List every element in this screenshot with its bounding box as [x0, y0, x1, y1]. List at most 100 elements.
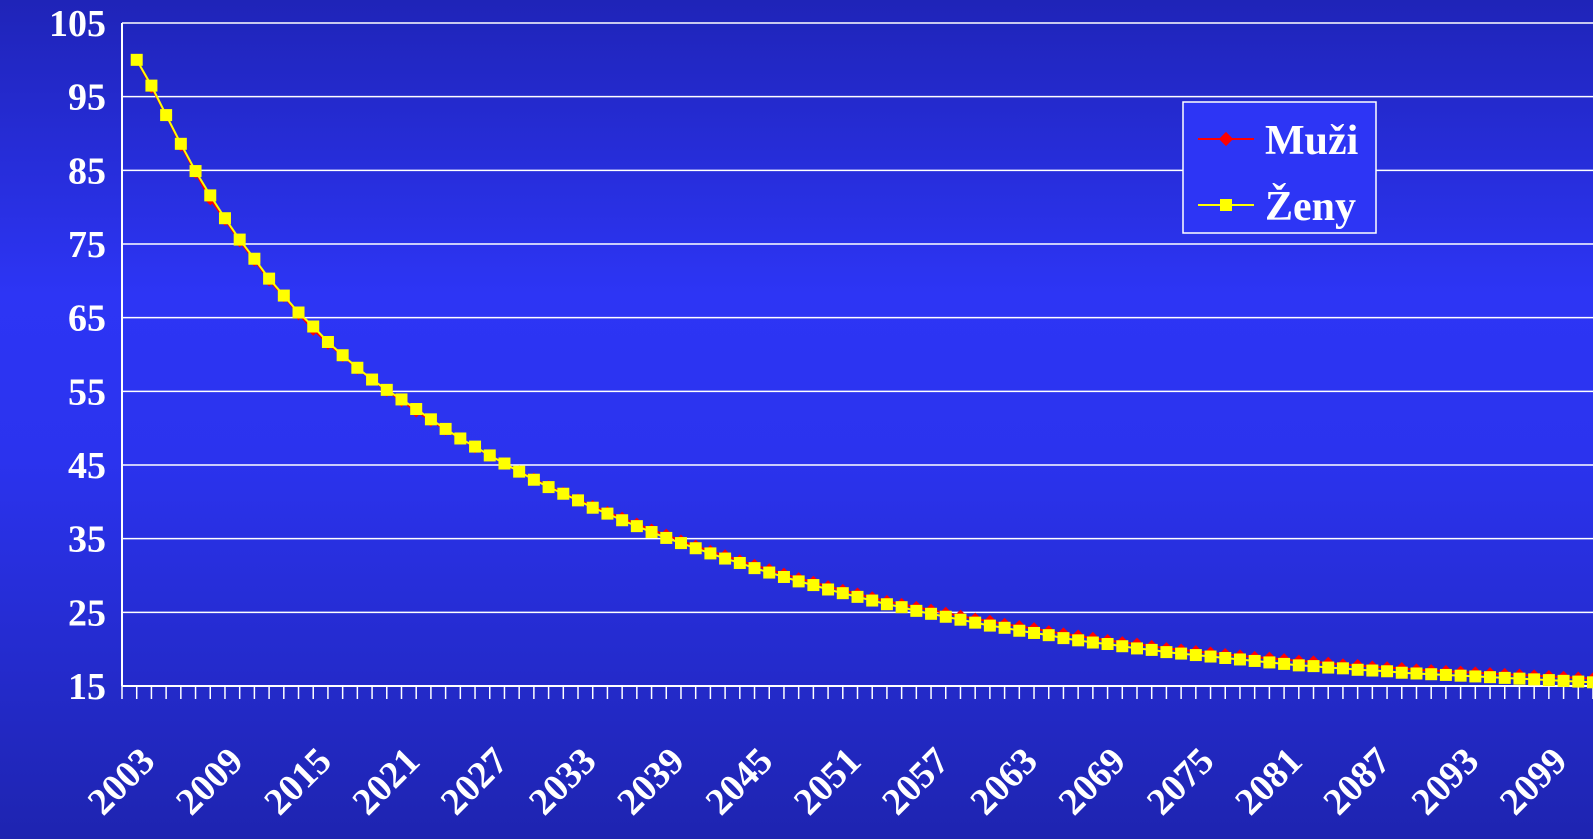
- legend-box: [1182, 101, 1377, 234]
- data-point-zeny: [822, 583, 835, 596]
- x-tick-label-2075: 2075: [1139, 740, 1222, 823]
- legend-label-zeny: Ženy: [1265, 183, 1356, 230]
- data-point-zeny: [1263, 656, 1276, 669]
- data-point-zeny: [542, 481, 555, 494]
- data-point-zeny: [807, 579, 820, 592]
- data-point-zeny: [1057, 632, 1070, 645]
- data-point-zeny: [1439, 668, 1452, 681]
- data-point-zeny: [616, 514, 629, 527]
- x-tick-label-2093: 2093: [1404, 740, 1487, 823]
- data-point-zeny: [1410, 667, 1423, 680]
- legend: Muži Ženy: [1182, 101, 1377, 234]
- data-point-zeny: [1557, 674, 1570, 687]
- data-point-zeny: [674, 537, 687, 550]
- data-point-zeny: [263, 272, 276, 285]
- series-group: [130, 53, 1593, 689]
- data-point-zeny: [1542, 674, 1555, 687]
- y-tick-labels: 15 25 35 45 55 65 75 85 95 105: [49, 3, 106, 708]
- x-tick-label-2087: 2087: [1315, 740, 1398, 823]
- x-tick-label-2045: 2045: [698, 740, 781, 823]
- data-point-zeny: [1484, 671, 1497, 684]
- data-point-zeny: [1572, 675, 1585, 688]
- gridlines: [122, 22, 1593, 614]
- data-point-zeny: [719, 552, 732, 565]
- data-point-zeny: [1322, 661, 1335, 674]
- y-tick-label-95: 95: [68, 77, 106, 119]
- x-tick-label-2051: 2051: [786, 740, 869, 823]
- y-tick-label-35: 35: [68, 519, 106, 561]
- data-point-zeny: [1381, 665, 1394, 678]
- axes: [121, 23, 1593, 699]
- data-point-zeny: [895, 601, 908, 614]
- data-point-zeny: [527, 473, 540, 486]
- x-tick-labels: 2003 2009 2015 2021 2027 2033 2039 2045 2051 2057…: [80, 740, 1576, 823]
- data-point-zeny: [1204, 650, 1217, 663]
- data-point-zeny: [351, 361, 364, 374]
- data-point-zeny: [939, 610, 952, 623]
- data-point-zeny: [130, 53, 143, 66]
- data-point-zeny: [586, 501, 599, 514]
- y-tick-label-105: 105: [49, 3, 106, 45]
- y-tick-label-75: 75: [68, 224, 106, 266]
- data-point-zeny: [983, 619, 996, 632]
- x-tick-label-2033: 2033: [521, 740, 604, 823]
- data-point-zeny: [1292, 659, 1305, 672]
- data-point-zeny: [1072, 634, 1085, 647]
- data-point-zeny: [439, 422, 452, 435]
- data-point-zeny: [1116, 640, 1129, 653]
- x-tick-label-2003: 2003: [80, 740, 163, 823]
- legend-marker-zeny: [1220, 199, 1232, 211]
- data-point-zeny: [733, 556, 746, 569]
- data-point-zeny: [748, 562, 761, 575]
- data-point-zeny: [998, 621, 1011, 634]
- data-point-zeny: [454, 432, 467, 445]
- x-tick-label-2057: 2057: [874, 740, 957, 823]
- data-point-zeny: [1513, 672, 1526, 685]
- y-tick-label-85: 85: [68, 150, 106, 192]
- data-point-zeny: [1336, 662, 1349, 675]
- data-point-zeny: [910, 604, 923, 617]
- data-point-zeny: [189, 165, 202, 178]
- data-point-zeny: [836, 587, 849, 600]
- x-tick-label-2063: 2063: [962, 740, 1045, 823]
- x-tick-label-2021: 2021: [345, 740, 428, 823]
- data-point-zeny: [777, 570, 790, 583]
- data-point-zeny: [1278, 657, 1291, 670]
- data-point-zeny: [1425, 668, 1438, 681]
- data-point-zeny: [630, 520, 643, 533]
- data-point-zeny: [424, 413, 437, 426]
- data-point-zeny: [307, 320, 320, 333]
- data-point-zeny: [366, 373, 379, 386]
- data-point-zeny: [174, 137, 187, 150]
- data-point-zeny: [218, 212, 231, 225]
- data-point-zeny: [469, 440, 482, 453]
- data-point-zeny: [1528, 673, 1541, 686]
- y-tick-label-45: 45: [68, 445, 106, 487]
- data-point-zeny: [1248, 654, 1261, 667]
- x-tick-label-2081: 2081: [1227, 740, 1310, 823]
- data-point-zeny: [321, 335, 334, 348]
- data-point-zeny: [160, 109, 173, 122]
- data-point-zeny: [1101, 638, 1114, 651]
- y-tick-label-15: 15: [68, 666, 106, 708]
- data-point-zeny: [1013, 624, 1026, 637]
- x-tick-label-2099: 2099: [1492, 740, 1575, 823]
- data-point-zeny: [336, 349, 349, 362]
- data-point-zeny: [513, 465, 526, 478]
- x-tick-label-2015: 2015: [256, 740, 339, 823]
- data-point-zeny: [1189, 649, 1202, 662]
- data-point-zeny: [689, 542, 702, 555]
- data-point-zeny: [1351, 663, 1364, 676]
- data-point-zeny: [248, 252, 261, 265]
- y-tick-label-25: 25: [68, 592, 106, 634]
- data-point-zeny: [601, 507, 614, 520]
- legend-label-muzi: Muži: [1265, 118, 1359, 164]
- data-point-zeny: [1130, 642, 1143, 655]
- data-point-zeny: [645, 526, 658, 539]
- data-point-zeny: [704, 547, 717, 560]
- data-point-zeny: [954, 613, 967, 626]
- data-point-zeny: [410, 403, 423, 416]
- data-point-zeny: [1366, 664, 1379, 677]
- data-point-zeny: [395, 393, 408, 406]
- data-point-zeny: [1395, 666, 1408, 679]
